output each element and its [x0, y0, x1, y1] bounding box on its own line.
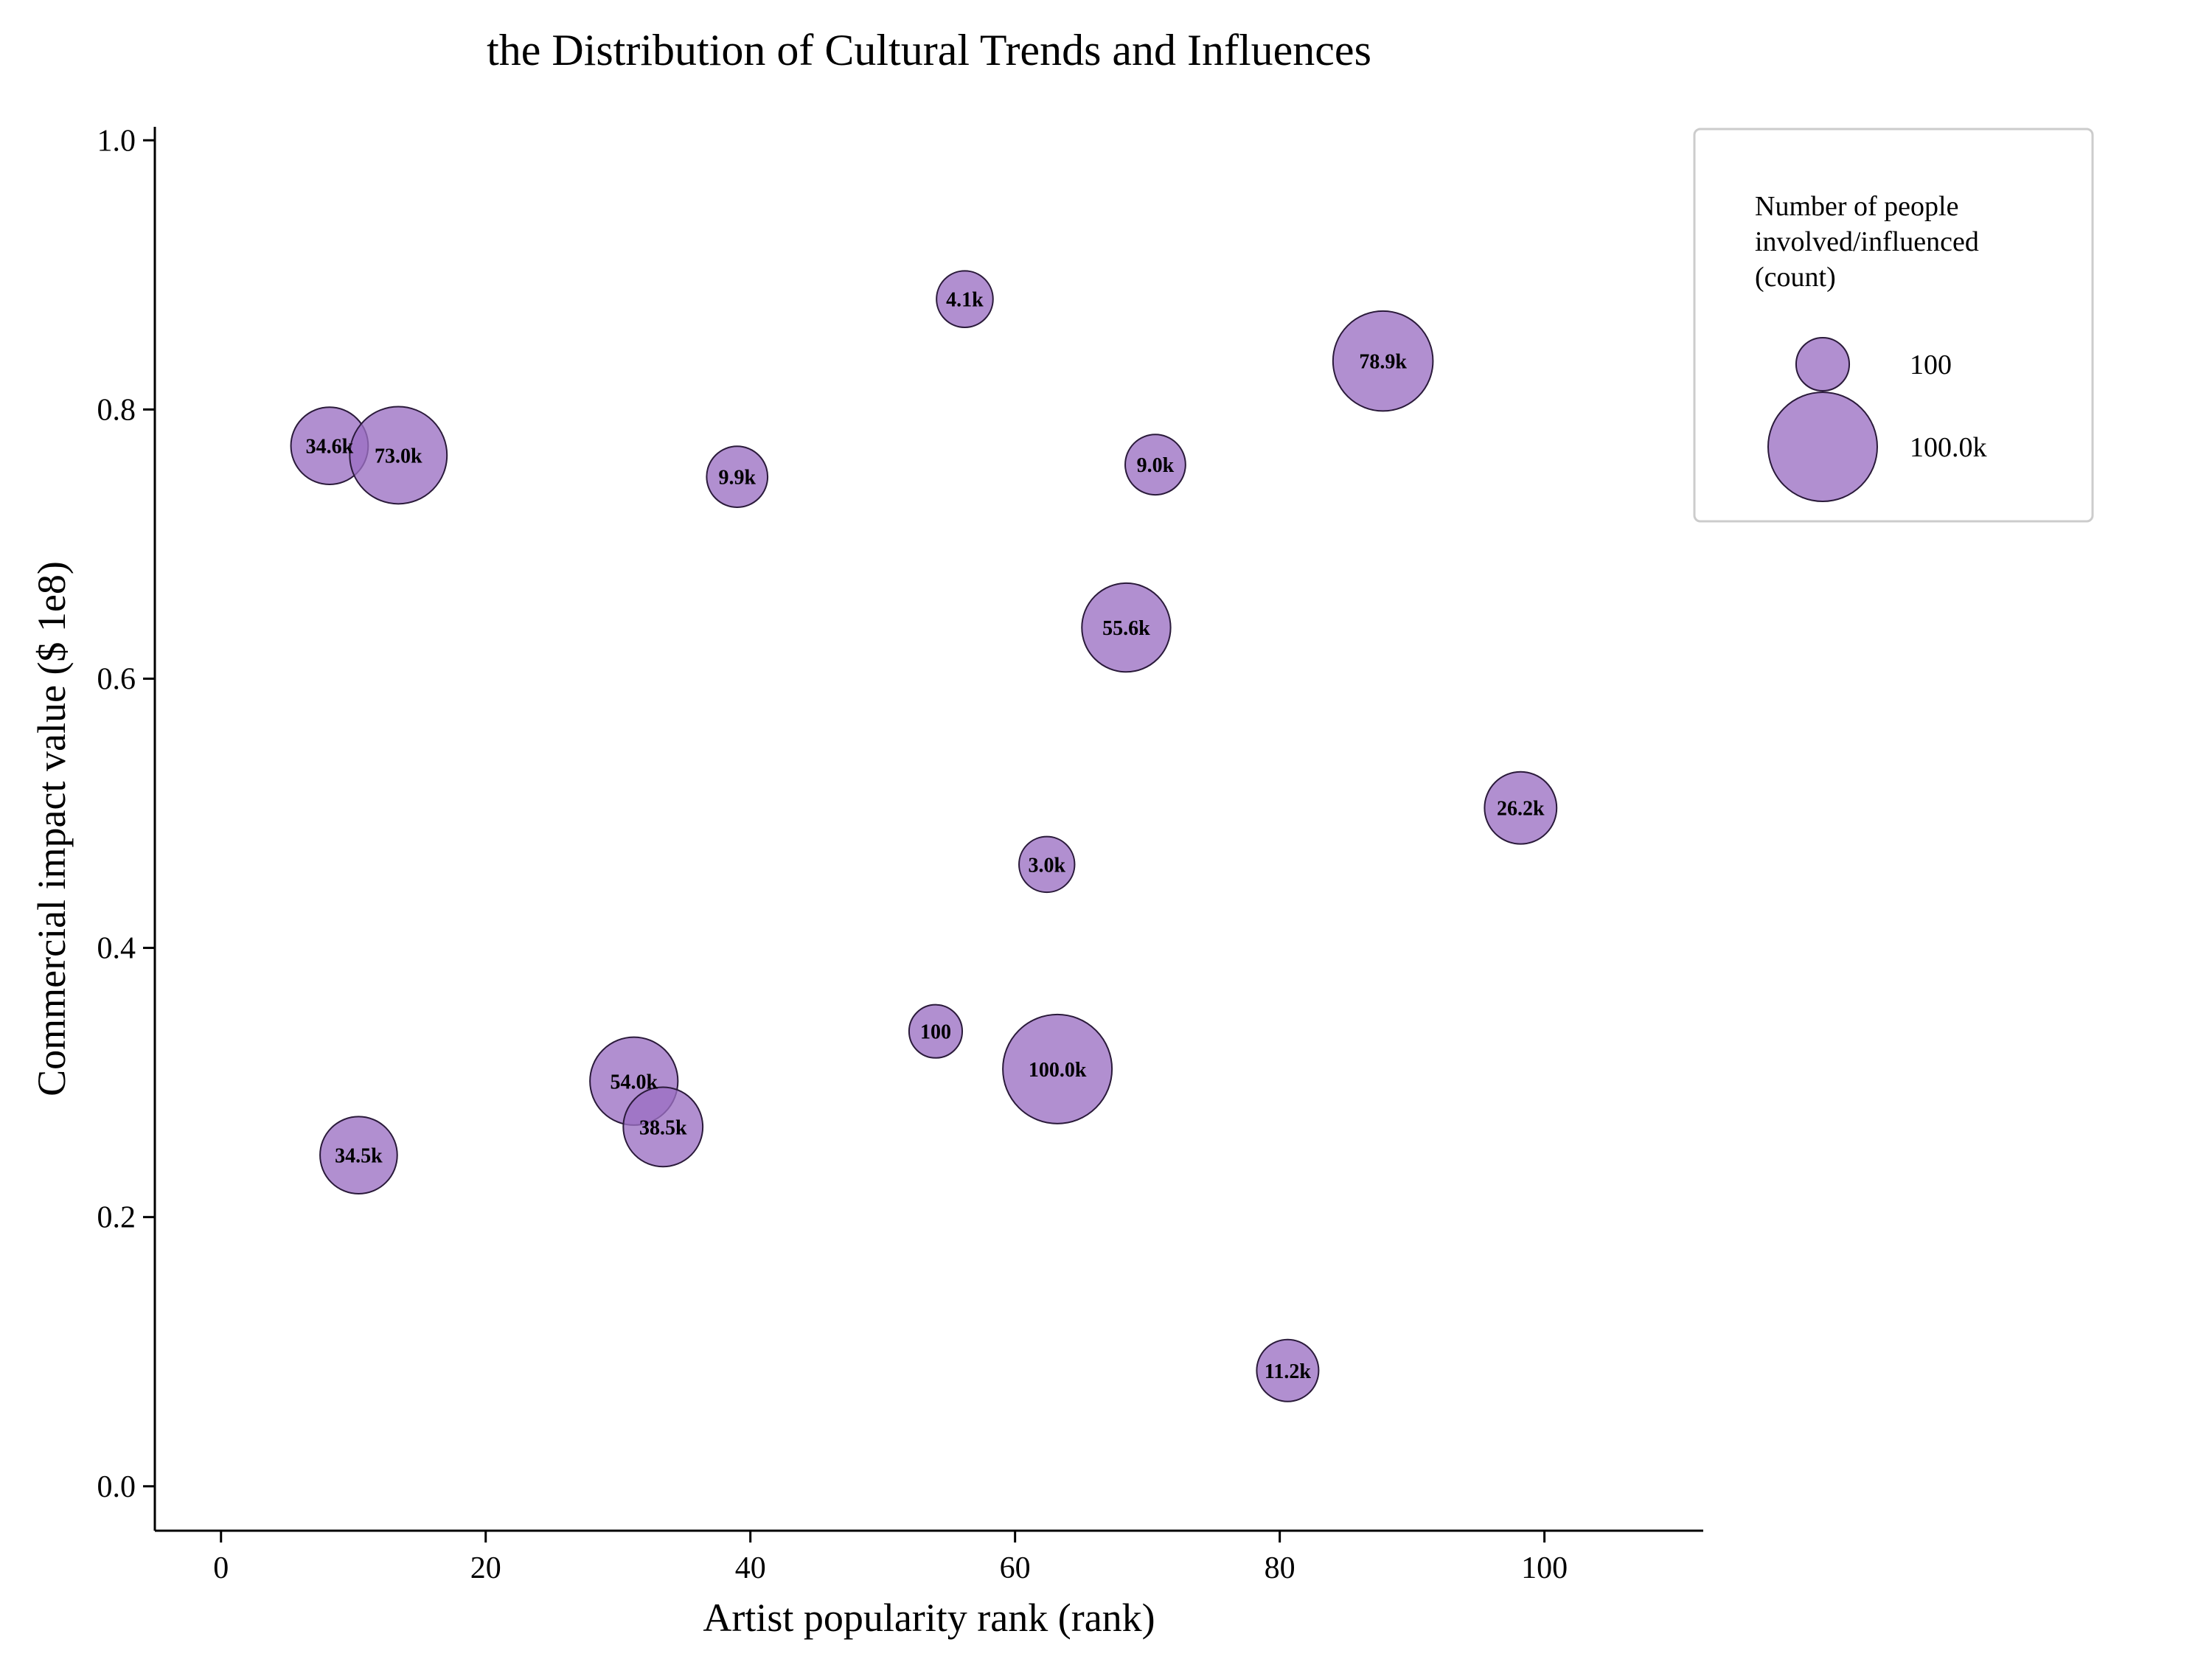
bubble-data-label: 78.9k: [1359, 351, 1407, 374]
x-tick-label: 100: [1521, 1551, 1568, 1585]
y-axis-label: Commercial impact value ($ 1e8): [29, 561, 74, 1096]
bubble-point: [908, 1004, 964, 1059]
chart-title: the Distribution of Cultural Trends and …: [487, 26, 1371, 74]
y-tick-label: 0.4: [97, 932, 136, 966]
y-ticks: 0.0 0.2 0.4 0.6 0.8 1.0: [97, 124, 155, 1504]
size-legend: Number of people involved/influenced (coun…: [1693, 128, 2094, 523]
legend-entry-label: 100.0k: [1910, 432, 1987, 463]
y-tick-label: 0.6: [97, 662, 136, 696]
bubble-point: [706, 445, 769, 508]
bubble-point: [1332, 310, 1434, 412]
x-tick-label: 80: [1265, 1551, 1295, 1585]
legend-entries: 100 100.0k: [1767, 336, 1987, 502]
bubble-data-label: 100.0k: [1029, 1059, 1087, 1082]
bubble-data-label: 54.0k: [610, 1071, 658, 1093]
bubble-point: [936, 270, 994, 328]
bubble-data-label: 73.0k: [375, 445, 422, 467]
bubble-point: [1124, 434, 1186, 496]
x-tick-label: 20: [470, 1551, 501, 1585]
bubble-point: [1484, 771, 1558, 845]
bubble-data-label: 34.5k: [335, 1145, 383, 1168]
bubble-point: [1002, 1013, 1113, 1124]
legend-bubble: [1795, 336, 1851, 392]
x-tick-label: 0: [213, 1551, 229, 1585]
legend-bubble: [1767, 392, 1878, 502]
legend-title: Number of people involved/influenced (coun…: [1755, 191, 1979, 293]
plot-area: 0 20 40 60 80 100 0.0 0.2 0.4 0.6 0.8 1.0 4.1k 78.9…: [97, 124, 1703, 1585]
bubble-data-label: 11.2k: [1265, 1360, 1311, 1383]
bubble-data-label: 100: [920, 1021, 951, 1044]
y-tick-label: 0.2: [97, 1201, 136, 1235]
legend-frame: [1693, 128, 2094, 523]
bubble-data-label: 4.1k: [946, 289, 984, 312]
x-ticks: 0 20 40 60 80 100: [213, 1531, 1568, 1585]
bubble-data-label: 9.9k: [718, 467, 756, 490]
bubble-data-label: 3.0k: [1028, 854, 1065, 877]
bubble-point: [622, 1086, 704, 1168]
y-tick-label: 0.0: [97, 1470, 136, 1504]
x-tick-label: 40: [735, 1551, 766, 1585]
bubble-point: [319, 1116, 398, 1195]
bubble-point: [1081, 582, 1172, 673]
bubble-point: [349, 406, 448, 505]
bubble-data-label: 9.0k: [1137, 454, 1175, 477]
y-tick-label: 1.0: [97, 124, 136, 158]
y-tick-label: 0.8: [97, 393, 136, 427]
bubble-point: [1018, 835, 1076, 894]
bubble-data-label: 34.6k: [306, 436, 354, 459]
x-axis-label: Artist popularity rank (rank): [703, 1596, 1155, 1640]
bubble-data-label: 55.6k: [1102, 617, 1150, 640]
legend-entry-label: 100: [1910, 349, 1952, 380]
bubbles: 4.1k 78.9k 34.6k 73.0k 9.9k 9.0k 55.6k 26.2k 3.0…: [290, 270, 1558, 1402]
bubble-data-label: 38.5k: [639, 1116, 687, 1139]
x-tick-label: 60: [1000, 1551, 1031, 1585]
bubble-data-label: 26.2k: [1497, 798, 1545, 821]
bubble-point: [1256, 1338, 1320, 1402]
